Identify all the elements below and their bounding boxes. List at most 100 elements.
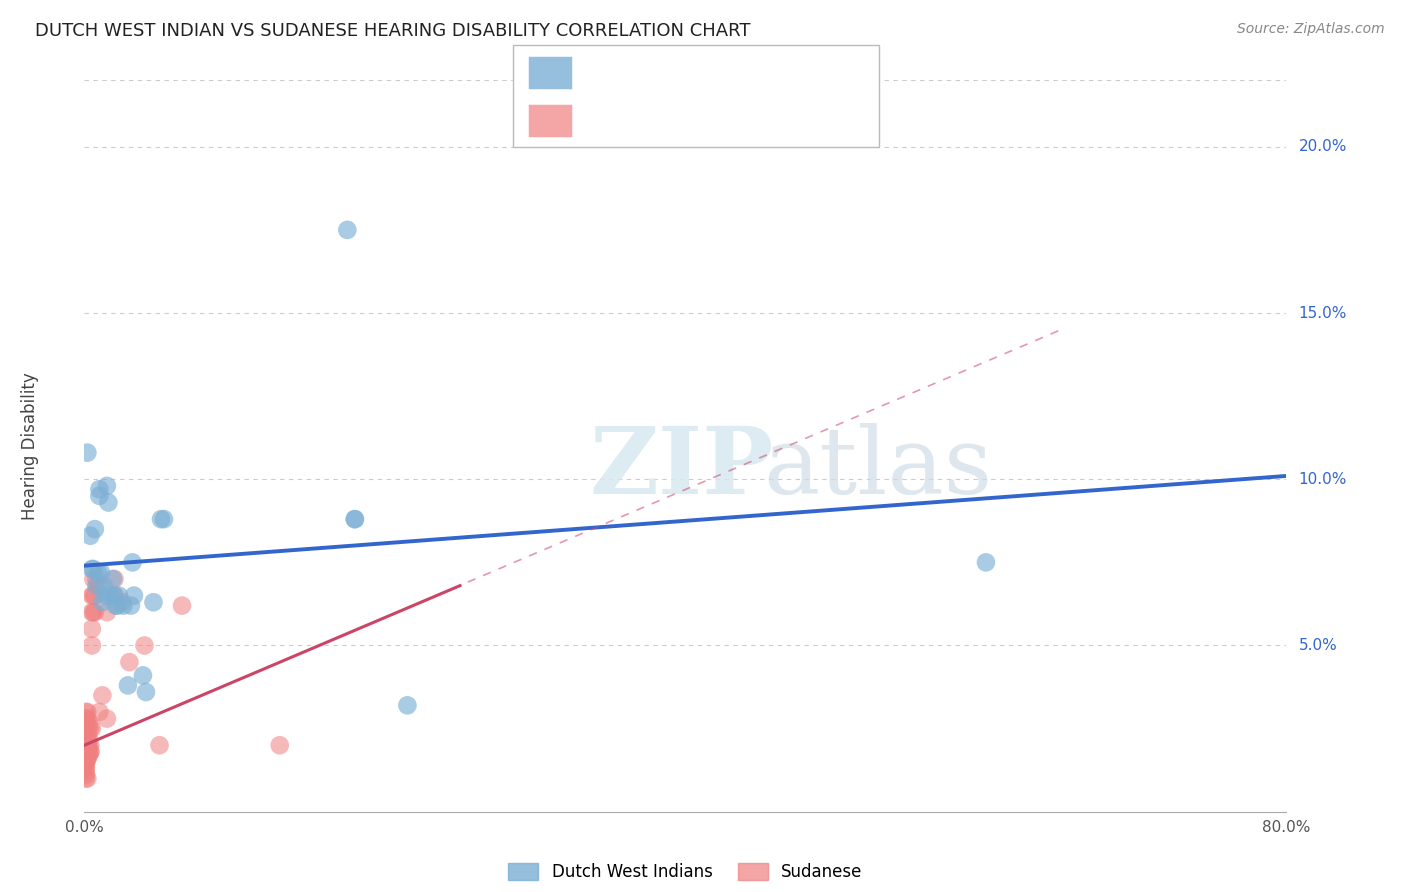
Point bbox=[103, 589, 125, 603]
Point bbox=[75, 755, 97, 769]
Text: N =: N = bbox=[740, 63, 776, 81]
Text: 10.0%: 10.0% bbox=[1299, 472, 1347, 487]
Point bbox=[93, 579, 115, 593]
Text: Source: ZipAtlas.com: Source: ZipAtlas.com bbox=[1237, 22, 1385, 37]
Point bbox=[89, 489, 111, 503]
Point bbox=[86, 572, 108, 586]
Point bbox=[343, 512, 366, 526]
FancyBboxPatch shape bbox=[513, 45, 879, 147]
Point bbox=[75, 714, 97, 729]
Point bbox=[75, 741, 97, 756]
Text: Hearing Disability: Hearing Disability bbox=[21, 372, 39, 520]
Point bbox=[91, 595, 114, 609]
Point bbox=[101, 572, 124, 586]
Point bbox=[75, 745, 97, 759]
Point bbox=[96, 479, 118, 493]
Text: R =: R = bbox=[586, 63, 623, 81]
Point bbox=[974, 555, 997, 569]
Text: DUTCH WEST INDIAN VS SUDANESE HEARING DISABILITY CORRELATION CHART: DUTCH WEST INDIAN VS SUDANESE HEARING DI… bbox=[35, 22, 751, 40]
Point bbox=[75, 722, 97, 736]
Point bbox=[80, 605, 103, 619]
Point bbox=[75, 751, 97, 765]
Point bbox=[87, 566, 110, 580]
Point bbox=[76, 772, 98, 786]
Point bbox=[76, 751, 98, 765]
Point bbox=[76, 722, 98, 736]
Point bbox=[75, 728, 97, 742]
Point bbox=[108, 589, 131, 603]
Point bbox=[150, 512, 173, 526]
Text: 0.235: 0.235 bbox=[637, 63, 690, 81]
Point bbox=[75, 712, 97, 726]
Point bbox=[82, 572, 104, 586]
Point bbox=[76, 738, 98, 752]
Point bbox=[76, 748, 98, 763]
Point bbox=[75, 735, 97, 749]
Point bbox=[80, 722, 103, 736]
Point bbox=[76, 741, 98, 756]
Point bbox=[79, 529, 101, 543]
Point bbox=[75, 738, 97, 752]
Point bbox=[75, 748, 97, 763]
Point bbox=[96, 712, 118, 726]
Text: 0.369: 0.369 bbox=[637, 111, 690, 128]
Point bbox=[77, 738, 100, 752]
Point bbox=[91, 689, 114, 703]
Point bbox=[90, 566, 112, 580]
Point bbox=[142, 595, 165, 609]
Point bbox=[135, 685, 157, 699]
Point bbox=[153, 512, 176, 526]
Point bbox=[76, 705, 98, 719]
Point bbox=[122, 589, 145, 603]
Point bbox=[170, 599, 193, 613]
Point bbox=[83, 522, 105, 536]
Point bbox=[75, 758, 97, 772]
Point bbox=[76, 728, 98, 742]
Point bbox=[89, 482, 111, 496]
Point bbox=[75, 755, 97, 769]
Point bbox=[87, 579, 110, 593]
Point bbox=[77, 745, 100, 759]
Point bbox=[75, 764, 97, 779]
Point bbox=[112, 599, 135, 613]
Point bbox=[83, 589, 105, 603]
Point bbox=[76, 712, 98, 726]
Point bbox=[269, 738, 291, 752]
Point bbox=[89, 705, 111, 719]
Text: atlas: atlas bbox=[763, 423, 993, 513]
Point bbox=[97, 495, 120, 509]
Point bbox=[104, 599, 127, 613]
Point bbox=[75, 772, 97, 786]
Point bbox=[82, 589, 104, 603]
Point bbox=[76, 751, 98, 765]
Point bbox=[86, 579, 108, 593]
Text: 5.0%: 5.0% bbox=[1299, 638, 1337, 653]
Point bbox=[77, 722, 100, 736]
Point bbox=[79, 745, 101, 759]
Text: R =: R = bbox=[586, 111, 623, 128]
Point bbox=[75, 768, 97, 782]
Point bbox=[76, 445, 98, 459]
Point bbox=[396, 698, 419, 713]
FancyBboxPatch shape bbox=[527, 104, 572, 137]
Point bbox=[76, 731, 98, 746]
FancyBboxPatch shape bbox=[527, 56, 572, 88]
Point bbox=[148, 738, 170, 752]
Point bbox=[94, 589, 117, 603]
Point bbox=[120, 599, 142, 613]
Legend: Dutch West Indians, Sudanese: Dutch West Indians, Sudanese bbox=[502, 856, 869, 888]
Point bbox=[118, 655, 141, 669]
Point bbox=[103, 589, 125, 603]
Text: 36: 36 bbox=[792, 63, 814, 81]
Point bbox=[75, 705, 97, 719]
Point bbox=[107, 599, 129, 613]
Point bbox=[77, 748, 100, 763]
Point bbox=[103, 572, 125, 586]
Point bbox=[75, 762, 97, 776]
Text: N =: N = bbox=[740, 111, 776, 128]
Text: 20.0%: 20.0% bbox=[1299, 139, 1347, 154]
Text: 15.0%: 15.0% bbox=[1299, 306, 1347, 320]
Point bbox=[79, 745, 101, 759]
Point bbox=[83, 605, 105, 619]
Point bbox=[77, 731, 100, 746]
